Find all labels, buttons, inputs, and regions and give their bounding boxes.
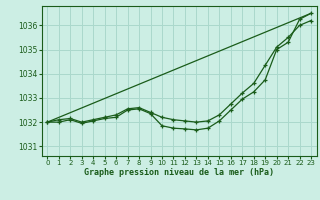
- X-axis label: Graphe pression niveau de la mer (hPa): Graphe pression niveau de la mer (hPa): [84, 168, 274, 177]
